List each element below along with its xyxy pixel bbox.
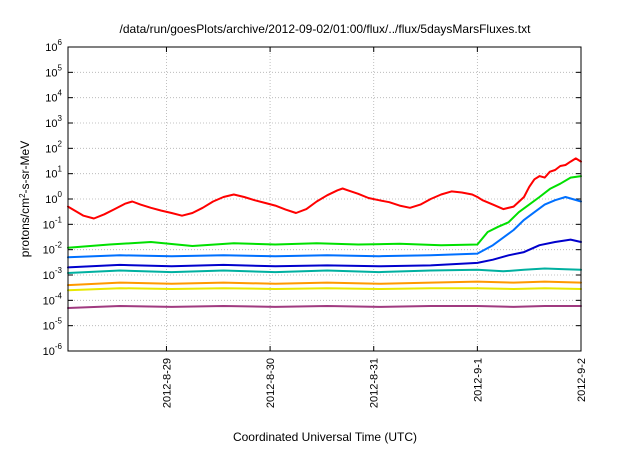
x-tick-labels: 2012-8-29 2012-8-30 2012-8-31 2012-9-1 2012-… [161, 358, 588, 408]
series-line-1 [67, 157, 582, 220]
x-tick-label: 2012-9-2 [576, 358, 588, 402]
chart-title: /data/run/goesPlots/archive/2012-09-02/0… [120, 22, 532, 36]
series-line-5 [67, 267, 582, 274]
x-tick-label: 2012-8-29 [161, 358, 173, 408]
x-axis-title: Coordinated Universal Time (UTC) [233, 430, 417, 444]
series-line-8 [67, 305, 582, 309]
y-tick-label: 10-2 [43, 241, 63, 257]
y-tick-labels: 106 105 104 103 102 101 100 10-1 10-2 10-3 10-4 10-… [43, 38, 63, 358]
y-tick-label: 10-1 [43, 215, 63, 231]
plot-frame [67, 46, 582, 352]
y-tick-label: 10-4 [43, 291, 63, 307]
x-tick-label: 2012-9-1 [472, 358, 484, 402]
y-tick-label: 10-3 [43, 266, 63, 282]
series-line-2 [67, 175, 582, 249]
y-tick-label: 100 [45, 190, 62, 206]
y-axis-title-suffix: -s-sr-MeV [18, 141, 32, 194]
series-line-3 [67, 196, 582, 259]
y-tick-label: 102 [45, 139, 62, 155]
series-line-7 [67, 287, 582, 292]
y-tick-label: 105 [45, 63, 62, 79]
y-axis-title-sup: 2 [18, 193, 27, 198]
y-axis-title: protons/cm2-s-sr-MeV [18, 141, 33, 257]
y-tick-label: 10-6 [43, 342, 63, 358]
y-tick-label: 104 [45, 89, 62, 105]
series-line-4 [67, 238, 582, 269]
x-tick-label: 2012-8-30 [265, 358, 277, 408]
y-axis-title-prefix: protons/cm [18, 198, 32, 257]
series-layer [67, 157, 582, 309]
x-tick-label: 2012-8-31 [369, 358, 381, 408]
y-tick-label: 10-5 [43, 317, 63, 333]
y-tick-label: 101 [45, 165, 62, 181]
y-tick-label: 106 [45, 38, 62, 54]
series-line-6 [67, 280, 582, 287]
y-tick-label: 103 [45, 114, 62, 130]
